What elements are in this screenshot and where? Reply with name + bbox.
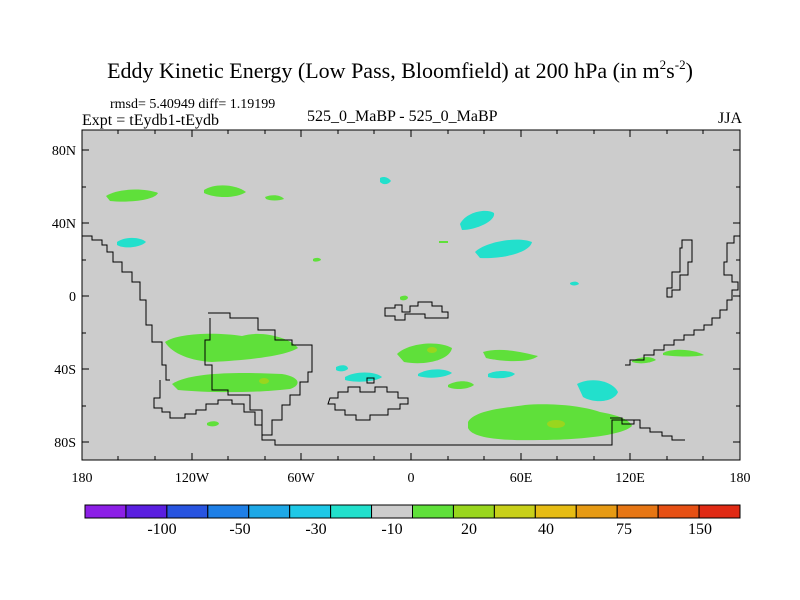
region-west-siberia (460, 210, 495, 230)
colorbar-label: 75 (616, 521, 632, 538)
colorbar-swatch (657, 504, 700, 519)
lon-label: 120W (175, 471, 210, 486)
case-label: 525_0_MaBP - 525_0_MaBP (307, 108, 498, 125)
coastlines (82, 235, 740, 446)
colorbar-swatch (289, 504, 332, 519)
region-canada-small (265, 195, 284, 201)
colorbar-swatch (248, 504, 291, 519)
region-south-atlantic-a (336, 365, 348, 372)
colorbar-swatch (575, 504, 618, 519)
colorbar-label: -50 (229, 521, 250, 538)
cyan-anomaly-regions (117, 177, 618, 402)
region-med-dash (439, 241, 448, 243)
lat-label: 40S (54, 363, 76, 378)
core-australia (547, 420, 565, 428)
region-europe-north (380, 177, 391, 185)
region-south-atlantic-b (345, 372, 382, 382)
yellow-green-cores (259, 347, 565, 428)
colorbar-swatch (371, 504, 413, 519)
rmsd-diff-stats: rmsd= 5.40949 diff= 1.19199 (110, 97, 276, 112)
colorbar-label: 20 (461, 521, 477, 538)
region-south-china-sea (570, 281, 579, 286)
coast-south-america (204, 312, 313, 436)
coast-north-america (82, 235, 170, 381)
core-pacific (259, 378, 269, 384)
title-sup2: -2 (674, 57, 686, 72)
colorbar-swatch (166, 504, 209, 519)
core-atlantic (427, 347, 437, 353)
lat-label: 80N (52, 144, 76, 159)
lon-label: 60E (510, 471, 533, 486)
lon-label: 60W (287, 471, 315, 486)
title-sup1: 2 (659, 57, 667, 72)
title-main: Eddy Kinetic Energy (Low Pass, Bloomfiel… (107, 58, 660, 83)
region-south-pacific-a (165, 333, 298, 362)
coast-africa (384, 301, 449, 321)
title-mid: s (666, 58, 675, 83)
lat-tick-labels: 80N 40N 0 40S 80S (52, 144, 76, 451)
coast-antarctic-outline (153, 380, 685, 446)
experiment-label: Expt = tEydb1-tEydb (82, 112, 220, 129)
map-background (82, 130, 740, 460)
region-mid-atlantic-dot (313, 257, 321, 262)
green-anomaly-regions (106, 185, 704, 441)
coast-island-south (327, 386, 409, 421)
title-end: ) (685, 58, 693, 83)
region-nw-pacific (106, 189, 158, 202)
coast-australia-east (625, 235, 740, 366)
colorbar-swatch (452, 504, 495, 519)
region-north-america (204, 185, 246, 198)
colorbar-swatch (493, 504, 536, 519)
colorbar-label: 40 (538, 521, 554, 538)
region-south-atlantic-c (418, 369, 452, 378)
lon-label: 120E (615, 471, 645, 486)
colorbar-label: -30 (305, 521, 326, 538)
colorbar-swatch (412, 504, 454, 519)
region-south-indian-a (483, 349, 538, 362)
lon-label: 180 (72, 471, 93, 486)
region-central-asia (475, 239, 532, 259)
coast-island-atlantic (366, 377, 375, 384)
lon-label: 0 (408, 471, 415, 486)
region-south-atlantic (397, 343, 452, 364)
plot-title: Eddy Kinetic Energy (Low Pass, Bloomfiel… (0, 58, 800, 84)
axis-ticks (81, 130, 741, 460)
colorbar (84, 504, 741, 519)
season-label: JJA (717, 110, 742, 127)
region-south-pacific-b (172, 373, 298, 393)
colorbar-label: -10 (381, 521, 402, 538)
colorbar-labels: -100 -50 -30 -10 20 40 75 150 (147, 521, 712, 538)
region-southern-ocean (577, 380, 618, 402)
lat-label: 0 (69, 290, 76, 305)
region-south-pacific-dot (207, 421, 219, 427)
region-equatorial-dot (400, 295, 408, 301)
colorbar-swatch (84, 504, 127, 519)
coast-australia-west (610, 417, 635, 425)
lat-label: 40N (52, 217, 76, 232)
colorbar-swatch (125, 504, 168, 519)
colorbar-label: -100 (147, 521, 176, 538)
region-south-indian-c (488, 371, 515, 379)
lat-label: 80S (54, 436, 76, 451)
coast-new-guinea (666, 239, 693, 298)
colorbar-label: 150 (688, 521, 712, 538)
region-aleutian (117, 237, 146, 248)
lon-tick-labels: 180 120W 60W 0 60E 120E 180 (72, 471, 751, 486)
colorbar-swatch (330, 504, 373, 519)
colorbar-swatch (534, 504, 577, 519)
colorbar-swatch (207, 504, 250, 519)
region-south-indian-b (448, 381, 474, 390)
colorbar-swatch (698, 504, 741, 519)
colorbar-swatch (616, 504, 659, 519)
lon-label: 180 (730, 471, 751, 486)
region-coral-sea (663, 349, 704, 357)
